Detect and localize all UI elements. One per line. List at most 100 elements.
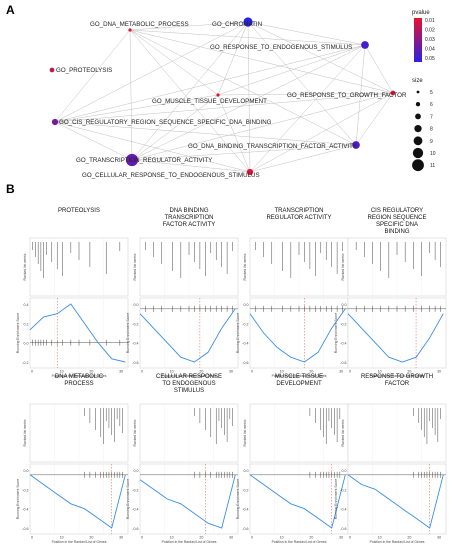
size-tick-label: 7	[430, 114, 433, 120]
es-ylabel: Running Enrichment Score	[334, 313, 338, 354]
es-ytick: 0.0	[342, 303, 347, 307]
network-edge	[131, 94, 219, 161]
size-legend-title: size	[412, 78, 423, 84]
es-ytick: 0.0	[134, 303, 139, 307]
es-xtick: 20	[199, 536, 203, 540]
es-xtick: 0	[141, 536, 143, 540]
gsea-plot: CIS REGULATORY REGION SEQUENCE SPECIFIC DN…	[334, 208, 447, 378]
network-legend: pvalue 0.01 0.02 0.03 0.04 0.05 size 5 6 7 8 9 10 11	[412, 10, 436, 172]
network-edge	[131, 21, 249, 161]
es-xlabel: Position in the Ranked List of Genes	[52, 540, 107, 544]
gsea-plot: DNA METABOLIC PROCESS Ranked list metric 0.…	[16, 374, 129, 544]
es-xtick: 20	[407, 370, 411, 374]
es-ylabel: Running Enrichment Score	[126, 313, 130, 354]
network-edge	[54, 121, 251, 173]
es-xtick: 30	[229, 536, 233, 540]
gsea-title: RESPONSE TO GROWTH FACTOR	[361, 374, 433, 387]
es-ytick: -0.2	[242, 322, 248, 326]
ranked-metric-ylabel: Ranked list metric	[243, 253, 247, 280]
gsea-plots: PROTEOLYSIS Ranked list metric 0.4 0.2 0.0 -0…	[16, 208, 447, 544]
network-edge	[129, 29, 251, 173]
network-edge	[247, 21, 251, 173]
size-tick-label: 6	[430, 102, 433, 108]
es-xtick: 20	[309, 370, 313, 374]
es-xtick: 10	[170, 536, 174, 540]
es-xtick: 30	[437, 370, 441, 374]
es-curve	[347, 474, 444, 529]
network-node-muscle	[216, 93, 220, 97]
es-ytick: -0.6	[242, 361, 248, 365]
es-xlabel: Position in the Ranked List of Genes	[52, 374, 107, 378]
network-edge	[249, 44, 366, 173]
network-edge	[129, 21, 249, 31]
network-node-cell_resp	[246, 168, 254, 176]
es-ytick: -0.6	[132, 361, 138, 365]
es-ytick: 0.0	[244, 469, 249, 473]
es-xtick: 0	[349, 536, 351, 540]
es-ytick: -0.4	[242, 342, 248, 346]
network-term-label: GO_CIS_REGULATORY_REGION_SEQUENCE_SPECIF…	[59, 119, 272, 126]
es-xlabel: Position in the Ranked List of Genes	[272, 540, 327, 544]
network-term-label: GO_RESPONSE_TO_GROWTH_FACTOR	[287, 92, 407, 99]
pvalue-tick-label: 0.02	[425, 28, 435, 34]
es-xtick: 30	[437, 536, 441, 540]
es-xtick: 0	[251, 536, 253, 540]
es-curve	[139, 474, 236, 529]
pvalue-tick-label: 0.01	[425, 18, 435, 24]
es-ytick: 0.0	[244, 303, 249, 307]
es-ylabel: Running Enrichment Score	[126, 479, 130, 520]
network-edge	[129, 29, 394, 94]
es-xtick: 20	[407, 536, 411, 540]
network-edge	[247, 21, 357, 146]
network-edge	[131, 44, 366, 161]
network-edge	[54, 29, 131, 123]
network-edge	[129, 29, 219, 96]
es-xtick: 30	[119, 370, 123, 374]
size-legend-dot	[414, 124, 422, 133]
network-edge	[131, 92, 394, 161]
network-edge	[217, 92, 394, 96]
es-xtick: 0	[31, 370, 33, 374]
es-ytick: 0.4	[24, 303, 29, 307]
go-term-network: GO_DNA_METABOLIC_PROCESS GO_CHROMATIN GO_R…	[49, 17, 407, 179]
network-node-dna_bind	[352, 141, 360, 149]
gsea-plot: PROTEOLYSIS Ranked list metric 0.4 0.2 0.0 -0…	[16, 208, 129, 378]
ranked-metric-ylabel: Ranked list metric	[23, 253, 27, 280]
network-node-growth	[390, 90, 396, 96]
network-node-dna_meta	[128, 28, 132, 32]
es-ytick: -0.2	[132, 488, 138, 492]
size-tick-label: 5	[430, 90, 433, 96]
es-ytick: -0.4	[340, 342, 346, 346]
gsea-title: MUSCLE TISSUE DEVELOPMENT	[275, 374, 323, 387]
es-xtick: 10	[280, 370, 284, 374]
es-ytick: 0.0	[342, 469, 347, 473]
es-xtick: 10	[280, 536, 284, 540]
gsea-plot: RESPONSE TO GROWTH FACTOR Ranked list metr…	[334, 374, 447, 544]
size-tick-label: 10	[430, 151, 436, 157]
size-tick-label: 8	[430, 127, 433, 133]
es-ytick: -0.2	[22, 488, 28, 492]
network-edge	[54, 121, 357, 146]
es-xtick: 20	[89, 536, 93, 540]
es-xtick: 30	[229, 370, 233, 374]
network-edge	[129, 29, 357, 146]
network-edge	[129, 29, 133, 161]
network-edge	[247, 21, 394, 94]
gsea-title: TRANSCRIPTION REGULATOR ACTIVITY	[266, 208, 331, 221]
es-ytick: -0.6	[132, 527, 138, 531]
es-xtick: 30	[339, 536, 343, 540]
size-tick-label: 9	[430, 139, 433, 145]
es-ytick: -0.4	[22, 508, 28, 512]
size-tick-label: 11	[430, 163, 435, 169]
network-term-label: GO_TRANSCRIPTION_REGULATOR_ACTIVITY	[76, 157, 212, 164]
es-ytick: -0.6	[340, 527, 346, 531]
gsea-title: PROTEOLYSIS	[58, 208, 100, 214]
size-legend-dot	[412, 147, 424, 159]
size-legend-dot	[415, 113, 421, 120]
es-ytick: 0.2	[24, 322, 29, 326]
network-edge	[249, 92, 394, 173]
es-curve	[347, 313, 444, 363]
network-edge	[129, 29, 366, 46]
network-edge	[217, 94, 251, 173]
